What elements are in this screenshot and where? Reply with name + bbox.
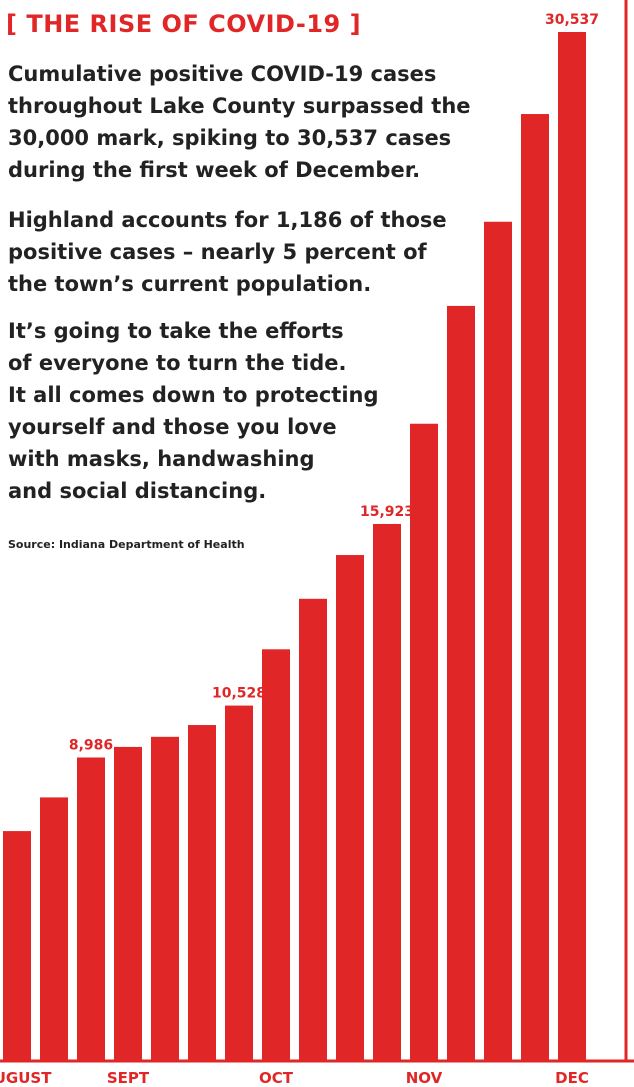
source-note: Source: Indiana Department of Health bbox=[8, 538, 245, 551]
highland-line: positive cases – nearly 5 percent of bbox=[8, 240, 427, 264]
bar bbox=[558, 32, 586, 1060]
bar bbox=[40, 797, 68, 1060]
month-label: SEPT bbox=[107, 1069, 150, 1087]
bar bbox=[373, 523, 401, 1060]
bar bbox=[3, 831, 31, 1060]
bar bbox=[484, 221, 512, 1061]
highland-line: the town’s current population. bbox=[8, 272, 372, 296]
bar bbox=[410, 423, 438, 1060]
bar bbox=[262, 649, 290, 1060]
month-label: OCT bbox=[259, 1069, 294, 1087]
bar bbox=[188, 725, 216, 1060]
bar bbox=[151, 736, 179, 1060]
summary-line: 30,000 mark, spiking to 30,537 cases bbox=[8, 126, 452, 150]
bar bbox=[77, 757, 105, 1060]
advice-line: with masks, handwashing bbox=[8, 447, 315, 471]
summary-line: Cumulative positive COVID-19 cases bbox=[8, 62, 437, 86]
advice-line: of everyone to turn the tide. bbox=[8, 351, 347, 375]
advice-line: yourself and those you love bbox=[8, 415, 337, 439]
chart-title: [ THE RISE OF COVID-19 ] bbox=[6, 10, 362, 38]
bar bbox=[447, 305, 475, 1060]
advice-line: It all comes down to protecting bbox=[8, 383, 379, 407]
summary-line: throughout Lake County surpassed the bbox=[8, 94, 471, 118]
bar bbox=[336, 555, 364, 1060]
data-label: 10,528 bbox=[212, 686, 266, 702]
month-label: AUGUST bbox=[0, 1069, 52, 1087]
data-label: 15,923 bbox=[360, 504, 414, 520]
bar bbox=[299, 598, 327, 1060]
bar bbox=[225, 705, 253, 1060]
advice-line: It’s going to take the efforts bbox=[8, 319, 344, 343]
month-label: NOV bbox=[406, 1069, 443, 1087]
highland-paragraph: Highland accounts for 1,186 of those pos… bbox=[8, 204, 447, 300]
data-label: 30,537 bbox=[545, 12, 599, 28]
month-label: DEC bbox=[555, 1069, 589, 1087]
advice-line: and social distancing. bbox=[8, 479, 267, 503]
highland-line: Highland accounts for 1,186 of those bbox=[8, 208, 447, 232]
bar bbox=[114, 746, 142, 1060]
bar bbox=[521, 114, 549, 1060]
advice-paragraph: It’s going to take the efforts of everyo… bbox=[8, 315, 379, 507]
summary-line: during the first week of December. bbox=[8, 158, 421, 182]
summary-paragraph: Cumulative positive COVID-19 cases throu… bbox=[8, 58, 471, 186]
data-label: 8,986 bbox=[69, 737, 113, 753]
